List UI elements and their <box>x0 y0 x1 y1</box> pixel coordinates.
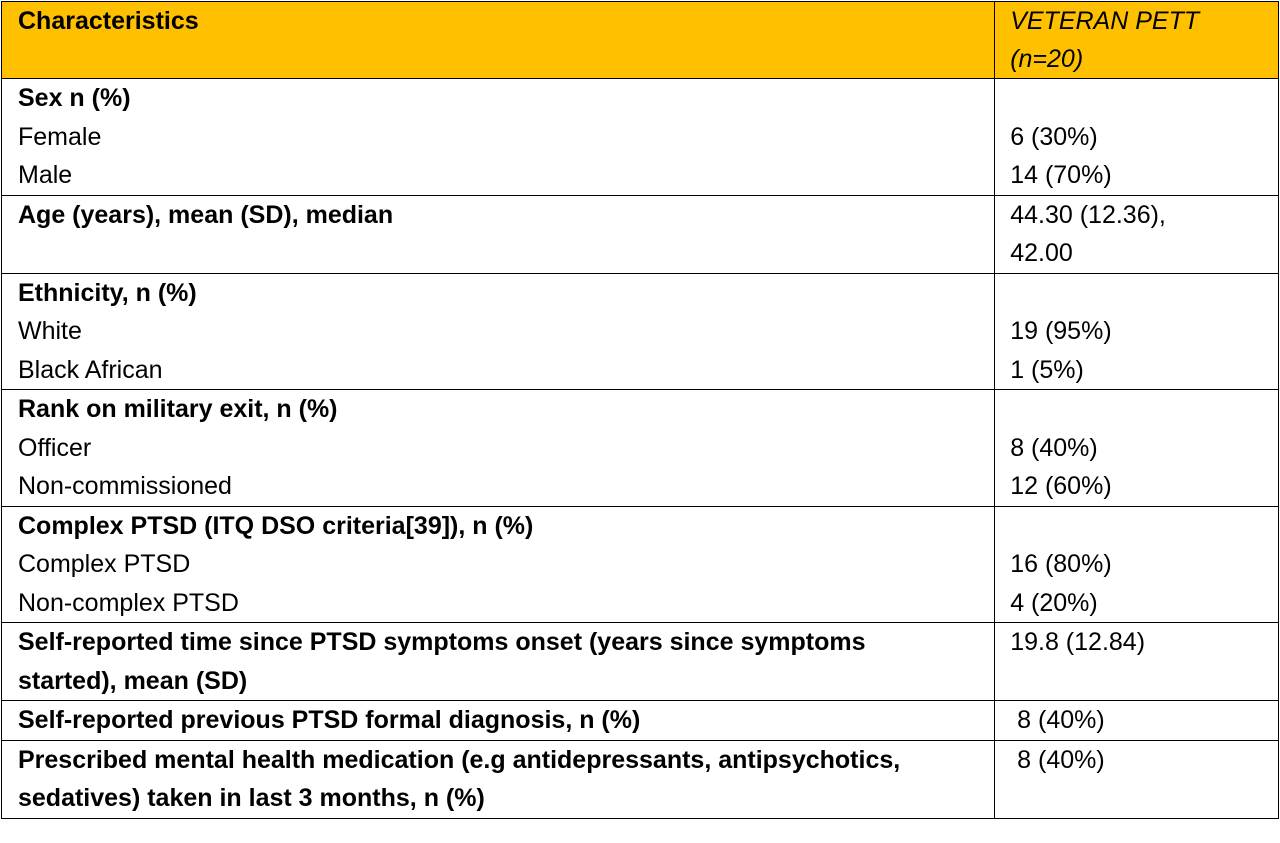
table-row-time-since-onset: Self-reported time since PTSD symptoms o… <box>0 622 1279 701</box>
header-group-name: VETERAN PETT <box>1010 7 1200 35</box>
section-title-sex: Sex n (%) <box>18 84 131 112</box>
cell-ethnicity-labels: Ethnicity, n (%) White Black African <box>0 272 996 390</box>
header-characteristics: Characteristics <box>0 1 996 79</box>
row-value-officer: 8 (40%) <box>1010 433 1098 462</box>
row-label-officer: Officer <box>18 433 92 462</box>
cell-age-label: Age (years), mean (SD), median <box>0 194 996 274</box>
table-header-row: Characteristics VETERAN PETT (n=20) <box>0 1 1279 79</box>
row-value-complex-ptsd: 16 (80%) <box>1010 550 1112 578</box>
row-label-complex-ptsd: Complex PTSD <box>18 550 191 578</box>
previous-diagnosis-value: 8 (40%) <box>1010 706 1105 734</box>
age-value-median: 42.00 <box>1010 239 1073 267</box>
spacer <box>1010 79 1278 118</box>
cell-time-since-onset-value: 19.8 (12.84) <box>994 622 1279 701</box>
cell-ethnicity-values: 19 (95%) 1 (5%) <box>994 272 1279 390</box>
row-label-male: Male <box>18 161 73 189</box>
cell-previous-diagnosis-label: Self-reported previous PTSD formal diagn… <box>0 700 996 741</box>
row-label-black-african: Black African <box>18 355 163 384</box>
row-value-non-commissioned: 12 (60%) <box>1010 472 1112 500</box>
cell-sex-labels: Sex n (%) Female Male <box>0 78 996 196</box>
row-value-white: 19 (95%) <box>1010 317 1112 345</box>
cell-sex-values: 6 (30%) 14 (70%) <box>994 78 1279 196</box>
cell-age-value: 44.30 (12.36), 42.00 <box>994 194 1279 274</box>
section-title-previous-diagnosis: Self-reported previous PTSD formal diagn… <box>18 706 641 734</box>
spacer <box>1010 274 1278 313</box>
section-title-medication-1: Prescribed mental health medication (e.g… <box>18 745 901 774</box>
section-title-complex-ptsd: Complex PTSD (ITQ DSO criteria[39]), n (… <box>18 511 534 540</box>
row-label-female: Female <box>18 122 102 151</box>
cell-complex-ptsd-labels: Complex PTSD (ITQ DSO criteria[39]), n (… <box>0 505 996 623</box>
table-row-rank: Rank on military exit, n (%) Officer Non… <box>0 389 1279 507</box>
table-row-previous-diagnosis: Self-reported previous PTSD formal diagn… <box>0 700 1279 741</box>
cell-rank-labels: Rank on military exit, n (%) Officer Non… <box>0 389 996 507</box>
cell-complex-ptsd-values: 16 (80%) 4 (20%) <box>994 505 1279 623</box>
row-label-non-commissioned: Non-commissioned <box>18 472 232 500</box>
section-title-age: Age (years), mean (SD), median <box>18 200 394 229</box>
row-value-male: 14 (70%) <box>1010 161 1112 189</box>
table-row-ethnicity: Ethnicity, n (%) White Black African 19 … <box>0 272 1279 390</box>
cell-time-since-onset-label: Self-reported time since PTSD symptoms o… <box>0 622 996 701</box>
medication-value: 8 (40%) <box>1010 745 1105 774</box>
time-since-onset-value: 19.8 (12.84) <box>1010 628 1146 656</box>
header-characteristics-label: Characteristics <box>18 7 199 35</box>
characteristics-table: Characteristics VETERAN PETT (n=20) Sex … <box>0 1 1279 819</box>
spacer <box>1010 507 1278 546</box>
cell-medication-value: 8 (40%) <box>994 739 1279 819</box>
section-title-ethnicity: Ethnicity, n (%) <box>18 278 197 307</box>
row-value-female: 6 (30%) <box>1010 122 1098 151</box>
row-label-white: White <box>18 317 82 345</box>
header-group: VETERAN PETT (n=20) <box>994 1 1279 79</box>
table-row-sex: Sex n (%) Female Male 6 (30%) 14 (70%) <box>0 78 1279 196</box>
cell-previous-diagnosis-value: 8 (40%) <box>994 700 1279 741</box>
section-title-rank: Rank on military exit, n (%) <box>18 395 338 423</box>
header-group-n: (n=20) <box>1010 45 1084 73</box>
row-value-non-complex-ptsd: 4 (20%) <box>1010 588 1098 617</box>
cell-medication-label: Prescribed mental health medication (e.g… <box>0 739 996 819</box>
age-value-mean: 44.30 (12.36), <box>1010 200 1166 229</box>
table-row-age: Age (years), mean (SD), median 44.30 (12… <box>0 194 1279 274</box>
section-title-medication-2: sedatives) taken in last 3 months, n (%) <box>18 784 485 812</box>
section-title-time-since-onset-2: started), mean (SD) <box>18 666 248 695</box>
cell-rank-values: 8 (40%) 12 (60%) <box>994 389 1279 507</box>
table-row-medication: Prescribed mental health medication (e.g… <box>0 739 1279 819</box>
spacer <box>1010 390 1278 429</box>
row-value-black-african: 1 (5%) <box>1010 355 1084 384</box>
section-title-time-since-onset-1: Self-reported time since PTSD symptoms o… <box>18 628 866 656</box>
row-label-non-complex-ptsd: Non-complex PTSD <box>18 588 239 617</box>
table-row-complex-ptsd: Complex PTSD (ITQ DSO criteria[39]), n (… <box>0 505 1279 623</box>
